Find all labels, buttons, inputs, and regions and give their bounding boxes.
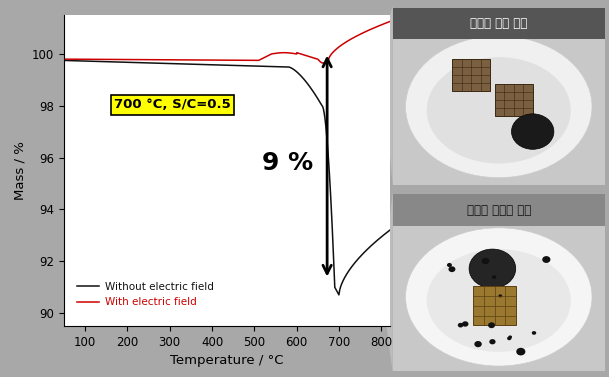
Without electric field <box>185 62 192 66</box>
Ellipse shape <box>427 57 571 164</box>
Text: 700 °C, S/C=0.5: 700 °C, S/C=0.5 <box>114 98 231 111</box>
Circle shape <box>492 275 496 279</box>
Circle shape <box>482 258 490 264</box>
Without electric field <box>117 60 124 64</box>
X-axis label: Temperature / °C: Temperature / °C <box>170 354 284 367</box>
Ellipse shape <box>406 36 592 178</box>
Without electric field <box>97 59 105 64</box>
Without electric field <box>386 228 393 233</box>
Circle shape <box>469 249 516 288</box>
Circle shape <box>509 336 512 339</box>
Circle shape <box>516 348 526 356</box>
Circle shape <box>512 114 554 149</box>
Circle shape <box>507 337 512 340</box>
Text: 9 %: 9 % <box>262 151 312 175</box>
Circle shape <box>498 294 502 297</box>
Circle shape <box>448 266 456 272</box>
Circle shape <box>474 341 482 347</box>
Ellipse shape <box>427 249 571 352</box>
With electric field <box>199 58 206 62</box>
Without electric field <box>60 58 68 63</box>
Line: Without electric field: Without electric field <box>64 60 390 295</box>
Text: 전기장 부과 촉매: 전기장 부과 촉매 <box>470 17 527 30</box>
Circle shape <box>462 321 468 327</box>
Without electric field <box>380 233 387 238</box>
With electric field <box>117 57 124 62</box>
With electric field <box>320 61 327 65</box>
With electric field <box>97 57 105 62</box>
Ellipse shape <box>406 228 592 366</box>
Line: With electric field: With electric field <box>64 21 390 63</box>
With electric field <box>386 19 393 24</box>
Y-axis label: Mass / %: Mass / % <box>13 141 26 200</box>
Without electric field <box>336 293 343 297</box>
Circle shape <box>488 322 495 328</box>
Without electric field <box>345 269 352 274</box>
With electric field <box>345 38 352 43</box>
Without electric field <box>199 62 206 67</box>
Circle shape <box>458 323 463 328</box>
Legend: Without electric field, With electric field: Without electric field, With electric fi… <box>72 278 218 311</box>
With electric field <box>380 22 387 26</box>
With electric field <box>60 57 68 61</box>
Circle shape <box>489 339 496 344</box>
Circle shape <box>532 331 537 335</box>
Circle shape <box>447 263 452 267</box>
Circle shape <box>542 256 551 263</box>
With electric field <box>185 58 192 62</box>
Text: 전기장 미부과 촉매: 전기장 미부과 촉매 <box>466 204 531 217</box>
